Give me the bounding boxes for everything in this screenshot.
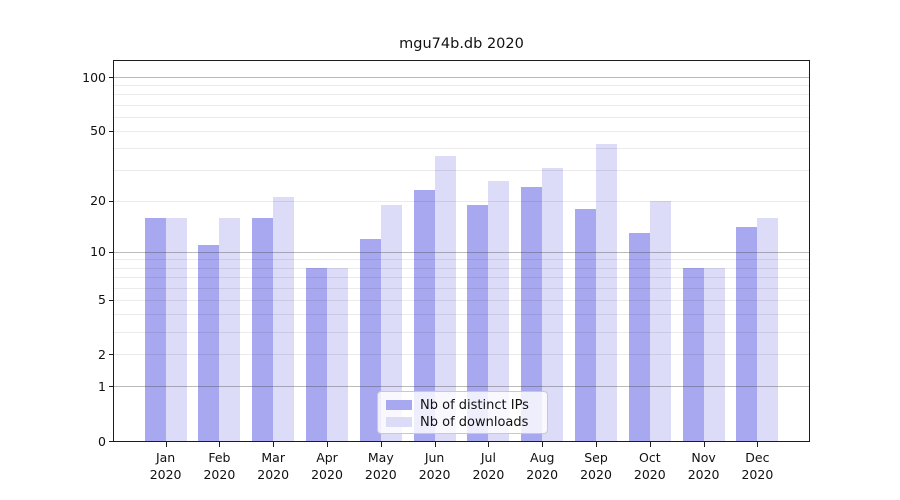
legend-swatch-distinct-ips bbox=[386, 400, 412, 410]
y-gridline-minor bbox=[114, 116, 809, 118]
legend-label-downloads: Nb of downloads bbox=[420, 414, 529, 430]
legend-item-downloads: Nb of downloads bbox=[386, 414, 547, 430]
bar-distinct-ips-nov bbox=[682, 267, 704, 441]
legend-label-distinct-ips: Nb of distinct IPs bbox=[420, 397, 529, 413]
x-axis-tick-label: Nov 2020 bbox=[687, 450, 720, 482]
y-gridline-minor bbox=[114, 85, 809, 87]
bar-downloads-oct bbox=[649, 200, 671, 441]
y-gridline-minor bbox=[114, 170, 809, 172]
x-axis-tick-label: Oct 2020 bbox=[633, 450, 666, 482]
bar-distinct-ips-jul bbox=[467, 204, 489, 441]
legend: Nb of distinct IPs Nb of downloads bbox=[377, 391, 548, 434]
y-axis-tick-label: 20 bbox=[90, 193, 106, 209]
bar-distinct-ips-may bbox=[359, 238, 381, 441]
y-gridline-minor bbox=[114, 200, 809, 202]
y-axis-tick-label: 10 bbox=[90, 244, 106, 260]
y-gridline-major bbox=[114, 77, 809, 78]
y-gridline-minor bbox=[114, 104, 809, 106]
bar-downloads-jun bbox=[434, 156, 456, 441]
y-axis-tick-label: 2 bbox=[98, 346, 106, 362]
bar-downloads-dec bbox=[757, 217, 779, 441]
bar-distinct-ips-aug bbox=[521, 187, 543, 441]
bar-downloads-feb bbox=[219, 217, 241, 441]
x-tick-mark bbox=[327, 442, 328, 447]
x-axis-tick-label: Aug 2020 bbox=[526, 450, 559, 482]
y-gridline-minor bbox=[114, 94, 809, 96]
y-tick-mark bbox=[109, 77, 113, 78]
y-tick-mark bbox=[109, 354, 113, 356]
x-tick-mark bbox=[703, 442, 705, 447]
x-axis-tick-label: Apr 2020 bbox=[311, 450, 343, 482]
x-tick-mark bbox=[596, 442, 597, 447]
x-axis-tick-label: Feb 2020 bbox=[203, 450, 236, 482]
x-axis-tick-label: Jul 2020 bbox=[472, 450, 505, 482]
bar-downloads-nov bbox=[703, 267, 725, 441]
bar-distinct-ips-feb bbox=[198, 245, 220, 441]
y-tick-mark bbox=[109, 251, 113, 253]
bar-distinct-ips-apr bbox=[306, 267, 327, 441]
x-tick-mark bbox=[649, 442, 651, 447]
bar-distinct-ips-oct bbox=[628, 232, 650, 441]
y-tick-mark bbox=[109, 386, 113, 388]
bar-downloads-may bbox=[380, 204, 402, 441]
x-tick-mark bbox=[488, 442, 490, 447]
x-tick-mark bbox=[380, 442, 382, 447]
legend-item-distinct-ips: Nb of distinct IPs bbox=[386, 397, 547, 413]
bar-distinct-ips-mar bbox=[252, 217, 274, 441]
bar-downloads-sep bbox=[596, 144, 617, 441]
bar-distinct-ips-jan bbox=[144, 217, 166, 441]
x-axis-tick-label: Jan 2020 bbox=[149, 450, 182, 482]
x-axis-tick-label: Jun 2020 bbox=[418, 450, 451, 482]
y-axis-tick-label: 50 bbox=[90, 123, 106, 139]
y-tick-mark bbox=[109, 200, 113, 202]
x-axis-tick-label: Sep 2020 bbox=[580, 450, 612, 482]
x-tick-mark bbox=[273, 442, 275, 447]
bar-distinct-ips-dec bbox=[736, 227, 758, 441]
x-axis-tick-label: Mar 2020 bbox=[257, 450, 290, 482]
y-axis-tick-label: 0 bbox=[98, 433, 106, 449]
y-tick-mark bbox=[109, 130, 113, 132]
bar-downloads-apr bbox=[327, 267, 348, 441]
x-tick-mark bbox=[434, 442, 436, 447]
y-gridline-minor bbox=[114, 148, 809, 150]
y-axis-tick-label: 1 bbox=[98, 378, 106, 394]
bar-distinct-ips-sep bbox=[575, 208, 596, 441]
x-tick-mark bbox=[165, 442, 167, 447]
bar-downloads-jan bbox=[165, 217, 187, 441]
x-tick-mark bbox=[542, 442, 544, 447]
bar-downloads-mar bbox=[273, 197, 295, 441]
bar-downloads-aug bbox=[542, 167, 564, 441]
x-tick-mark bbox=[219, 442, 221, 447]
y-tick-mark bbox=[109, 299, 113, 301]
y-gridline-minor bbox=[114, 130, 809, 132]
bar-distinct-ips-jun bbox=[413, 190, 435, 441]
chart-title: mgu74b.db 2020 bbox=[399, 36, 524, 52]
x-axis-tick-label: Dec 2020 bbox=[741, 450, 774, 482]
plot-area: Nb of distinct IPs Nb of downloads 0 1 2 5 1… bbox=[82, 60, 810, 482]
legend-swatch-downloads bbox=[386, 417, 412, 427]
y-tick-mark bbox=[109, 441, 113, 442]
y-axis-tick-label: 5 bbox=[98, 292, 106, 308]
x-axis-tick-label: May 2020 bbox=[364, 450, 397, 482]
bar-downloads-jul bbox=[488, 181, 510, 441]
x-tick-mark bbox=[757, 442, 759, 447]
y-axis-tick-label: 100 bbox=[82, 69, 106, 85]
